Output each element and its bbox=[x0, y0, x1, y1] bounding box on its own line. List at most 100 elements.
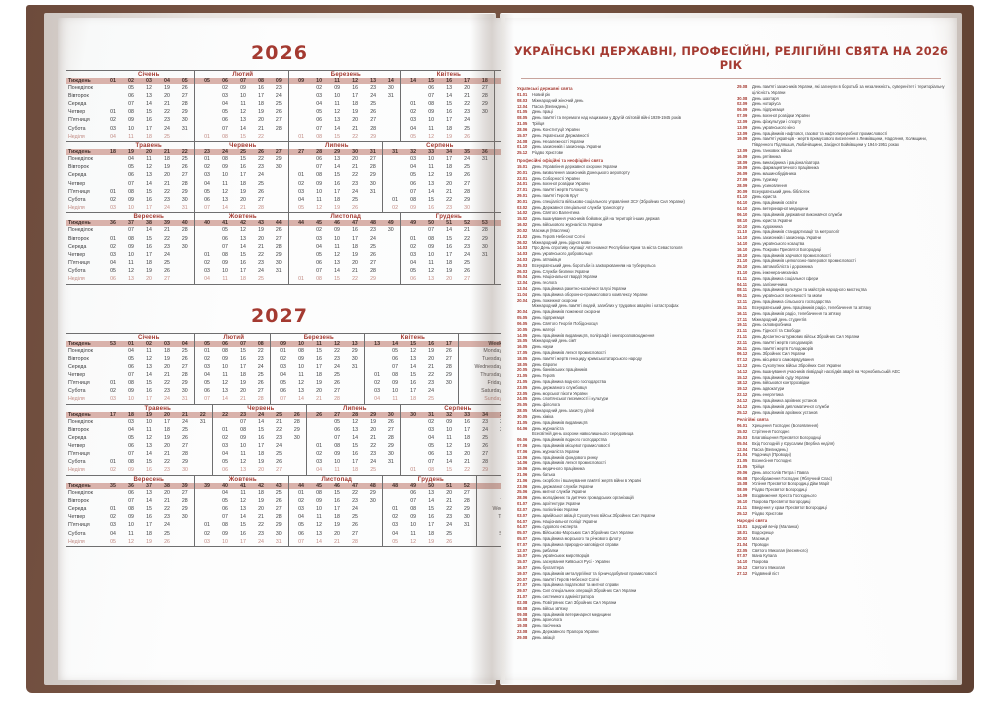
calendar-day-cell[interactable]: 04 bbox=[204, 371, 210, 378]
calendar-day-cell[interactable]: 08 bbox=[428, 235, 435, 242]
calendar-day-cell[interactable]: 28 bbox=[370, 125, 377, 132]
calendar-day-cell[interactable]: 08 bbox=[334, 443, 341, 450]
calendar-day-cell[interactable]: 23 bbox=[164, 117, 170, 124]
calendar-day-cell[interactable]: 09 bbox=[428, 109, 435, 116]
calendar-day-cell[interactable]: 02 bbox=[222, 435, 228, 442]
calendar-day-cell[interactable]: 28 bbox=[257, 396, 264, 403]
calendar-day-cell[interactable]: 25 bbox=[181, 156, 188, 163]
calendar-day-cell[interactable]: 29 bbox=[181, 188, 188, 195]
calendar-day-cell[interactable]: 26 bbox=[387, 418, 394, 425]
calendar-day-cell[interactable]: 23 bbox=[482, 418, 489, 425]
calendar-day-cell[interactable]: 11 bbox=[392, 396, 398, 403]
calendar-day-cell[interactable]: 06 bbox=[410, 180, 416, 187]
calendar-day-cell[interactable]: 22 bbox=[346, 274, 365, 285]
calendar-day-cell[interactable]: 04 bbox=[316, 467, 323, 474]
calendar-day-cell[interactable]: 31 bbox=[270, 537, 289, 548]
calendar-day-cell[interactable]: 10 bbox=[410, 522, 417, 529]
calendar-day-cell[interactable]: 19 bbox=[370, 418, 377, 425]
calendar-day-cell[interactable]: 07 bbox=[392, 363, 399, 370]
calendar-day-cell[interactable]: 07 bbox=[316, 267, 322, 274]
calendar-day-cell[interactable]: 07 bbox=[334, 435, 341, 442]
calendar-day-cell[interactable]: 02 bbox=[392, 204, 398, 211]
calendar-day-cell[interactable]: 18 bbox=[352, 101, 359, 108]
calendar-day-cell[interactable]: 02 bbox=[110, 467, 116, 474]
calendar-day-cell[interactable]: 10 bbox=[128, 251, 134, 258]
calendar-day-cell[interactable]: 01 bbox=[204, 347, 210, 354]
calendar-day-cell[interactable]: 10 bbox=[334, 235, 340, 242]
calendar-day-cell[interactable]: 17 bbox=[164, 418, 170, 425]
calendar-day-cell[interactable]: 15 bbox=[240, 347, 246, 354]
calendar-day-cell[interactable]: 28 bbox=[258, 204, 264, 211]
calendar-day-cell[interactable]: 01 bbox=[298, 490, 304, 497]
calendar-day-cell[interactable]: 21 bbox=[164, 101, 170, 108]
calendar-day-cell[interactable]: 04 bbox=[128, 347, 134, 354]
calendar-day-cell[interactable]: 28 bbox=[369, 164, 376, 171]
calendar-day-cell[interactable]: 03 bbox=[110, 522, 116, 529]
calendar-day-cell[interactable]: 07 bbox=[428, 93, 435, 100]
calendar-day-cell[interactable]: 03 bbox=[222, 443, 228, 450]
calendar-day-cell[interactable]: 19 bbox=[258, 498, 264, 505]
calendar-day-cell[interactable]: 06 bbox=[104, 274, 122, 285]
calendar-day-cell[interactable]: 02 bbox=[280, 355, 286, 362]
calendar-day-cell[interactable]: 15 bbox=[240, 522, 246, 529]
calendar-day-cell[interactable]: 28 bbox=[275, 125, 282, 132]
calendar-day-cell[interactable]: 03 bbox=[374, 388, 381, 395]
calendar-day-cell[interactable]: 27 bbox=[158, 274, 176, 285]
calendar-day-cell[interactable]: 03 bbox=[110, 251, 116, 258]
calendar-day-cell[interactable]: 15 bbox=[410, 371, 417, 378]
calendar-day-cell[interactable]: 30 bbox=[182, 467, 188, 474]
calendar-day-cell[interactable]: 28 bbox=[482, 459, 489, 466]
calendar-day-cell[interactable]: 22 bbox=[446, 196, 452, 203]
calendar-day-cell[interactable]: 02 bbox=[204, 355, 210, 362]
calendar-day-cell[interactable]: 09 bbox=[222, 355, 228, 362]
calendar-day-cell[interactable]: 15 bbox=[446, 467, 453, 474]
calendar-day-cell[interactable]: 05 bbox=[222, 109, 228, 116]
calendar-day-cell[interactable]: 10 bbox=[222, 267, 228, 274]
calendar-day-cell[interactable]: 01 bbox=[292, 274, 311, 285]
calendar-day-cell[interactable]: 12 bbox=[316, 204, 322, 211]
calendar-day-cell[interactable]: 23 bbox=[276, 435, 282, 442]
calendar-day-cell[interactable]: 07 bbox=[222, 514, 228, 521]
calendar-day-cell[interactable]: 09 bbox=[128, 196, 134, 203]
calendar-day-cell[interactable]: 04 bbox=[198, 274, 217, 285]
calendar-day-cell[interactable]: 22 bbox=[164, 459, 170, 466]
calendar-day-cell[interactable]: 29 bbox=[369, 490, 376, 497]
calendar-day-cell[interactable]: 29 bbox=[482, 467, 489, 474]
calendar-day-cell[interactable]: 18 bbox=[164, 426, 170, 433]
calendar-day-cell[interactable]: 03 bbox=[110, 125, 116, 132]
calendar-day-cell[interactable]: 23 bbox=[164, 388, 170, 395]
calendar-day-cell[interactable]: 25 bbox=[164, 133, 170, 140]
calendar-day-cell[interactable]: 24 bbox=[428, 388, 435, 395]
calendar-day-cell[interactable]: 12 bbox=[146, 85, 152, 92]
calendar-day-cell[interactable]: 13 bbox=[334, 259, 340, 266]
calendar-day-cell[interactable]: 31 bbox=[181, 396, 188, 403]
calendar-day-cell[interactable]: 15 bbox=[146, 380, 152, 387]
calendar-day-cell[interactable]: 25 bbox=[482, 435, 489, 442]
calendar-day-cell[interactable]: 15 bbox=[146, 506, 152, 513]
calendar-day-cell[interactable]: 10 bbox=[146, 418, 152, 425]
calendar-day-cell[interactable]: 20 bbox=[334, 530, 340, 537]
calendar-day-cell[interactable]: 14 bbox=[298, 396, 304, 403]
calendar-day-cell[interactable]: 13 bbox=[146, 172, 152, 179]
calendar-day-cell[interactable]: 22 bbox=[258, 133, 264, 140]
calendar-day-cell[interactable]: 14 bbox=[446, 459, 453, 466]
calendar-day-cell[interactable]: 12 bbox=[240, 227, 246, 234]
calendar-day-cell[interactable]: 08 bbox=[128, 380, 134, 387]
calendar-day-cell[interactable]: 25 bbox=[370, 467, 377, 474]
calendar-day-cell[interactable]: 25 bbox=[464, 164, 470, 171]
calendar-day-cell[interactable]: 06 bbox=[222, 235, 228, 242]
calendar-day-cell[interactable]: 27 bbox=[464, 180, 470, 187]
calendar-day-cell[interactable]: 26 bbox=[258, 188, 264, 195]
calendar-day-cell[interactable]: 06 bbox=[222, 117, 228, 124]
calendar-day-cell[interactable]: 11 bbox=[146, 156, 152, 163]
calendar-day-cell[interactable]: 17 bbox=[240, 363, 246, 370]
calendar-day-cell[interactable]: 23 bbox=[370, 227, 376, 234]
calendar-day-cell[interactable]: 16 bbox=[334, 180, 340, 187]
calendar-day-cell[interactable]: 27 bbox=[276, 467, 282, 474]
calendar-day-cell[interactable]: 30 bbox=[463, 514, 470, 521]
calendar-day-cell[interactable]: 08 bbox=[392, 371, 399, 378]
calendar-day-cell[interactable]: 14 bbox=[258, 418, 264, 425]
calendar-day-cell[interactable]: 03 bbox=[316, 93, 323, 100]
calendar-day-cell[interactable]: 24 bbox=[464, 156, 470, 163]
calendar-day-cell[interactable]: 08 bbox=[222, 156, 228, 163]
